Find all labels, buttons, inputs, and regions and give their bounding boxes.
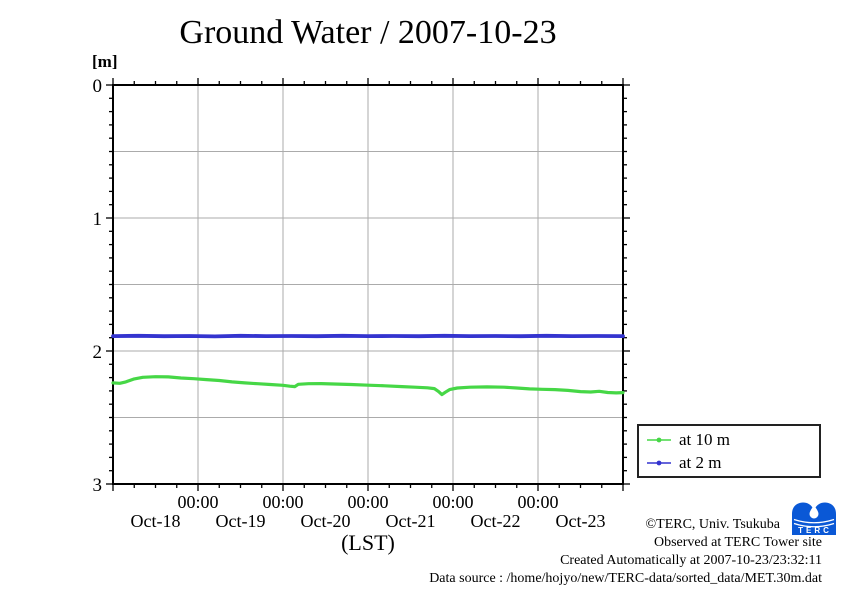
x-time-tick-label: 00:00 <box>262 492 303 512</box>
logo-arc-1 <box>793 518 835 524</box>
x-date-label: Oct-18 <box>131 511 181 531</box>
x-date-label: Oct-19 <box>216 511 266 531</box>
y-tick-label: 0 <box>93 76 103 97</box>
legend-marker-at-10m-icon <box>647 437 671 442</box>
x-axis-title: (LST) <box>341 530 395 555</box>
x-date-label: Oct-23 <box>556 511 606 531</box>
data-source-line: Data source : /home/hojyo/new/TERC-data/… <box>429 571 822 586</box>
x-time-tick-label: 00:00 <box>517 492 558 512</box>
chart-title: Ground Water / 2007-10-23 <box>179 14 557 51</box>
y-tick-label: 2 <box>93 342 103 363</box>
x-time-tick-label: 00:00 <box>432 492 473 512</box>
legend: at 10 m at 2 m <box>637 424 821 478</box>
x-time-tick-label: 00:00 <box>347 492 388 512</box>
x-time-tick-label: 00:00 <box>177 492 218 512</box>
legend-label-at-10m: at 10 m <box>679 429 730 449</box>
legend-marker-point <box>656 437 662 442</box>
water-drop-icon <box>809 505 819 519</box>
created-line: Created Automatically at 2007-10-23/23:3… <box>560 553 822 568</box>
legend-marker-at-2m-icon <box>647 460 671 465</box>
y-axis-unit-label: [m] <box>92 52 118 71</box>
series-line-at-2-m <box>111 333 625 339</box>
series-line-at-10-m <box>111 375 625 397</box>
observed-line: Observed at TERC Tower site <box>653 535 822 550</box>
y-tick-label: 3 <box>93 475 103 496</box>
plot-border <box>112 84 624 485</box>
x-date-label: Oct-22 <box>471 511 521 531</box>
legend-label-at-2m: at 2 m <box>679 452 722 472</box>
x-date-label: Oct-21 <box>386 511 436 531</box>
logo-text: TERC <box>798 526 832 535</box>
terc-logo-shape <box>792 502 836 535</box>
logo-arc-2 <box>793 522 835 528</box>
legend-item-at-2m: at 2 m <box>639 453 819 473</box>
copyright-line: ©TERC, Univ. Tsukuba <box>645 517 781 532</box>
x-date-label: Oct-20 <box>301 511 351 531</box>
terc-logo: TERC <box>792 502 836 535</box>
y-tick-label: 1 <box>93 209 103 230</box>
legend-marker-point <box>656 460 662 465</box>
legend-item-at-10m: at 10 m <box>639 430 819 450</box>
